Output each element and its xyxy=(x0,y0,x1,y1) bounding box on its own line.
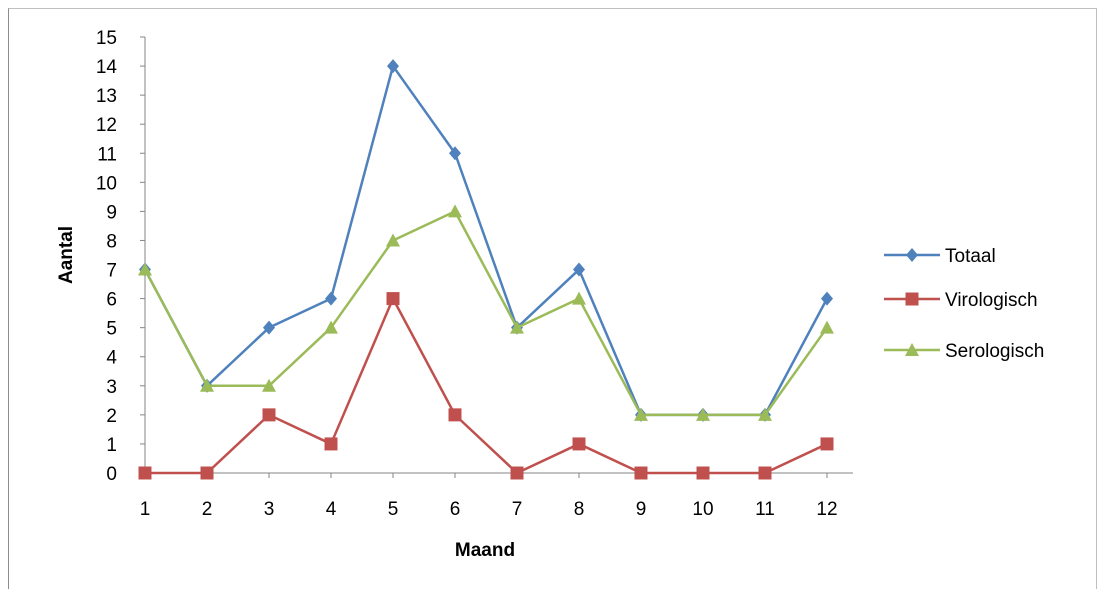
legend-label: Serologisch xyxy=(945,341,1044,362)
data-point-serologisch xyxy=(200,378,214,392)
x-tick-label: 12 xyxy=(816,499,837,520)
legend-marker xyxy=(906,248,918,262)
data-point-virologisch xyxy=(758,466,772,480)
data-point-virologisch xyxy=(696,466,710,480)
series-line-virologisch xyxy=(145,297,828,475)
data-point-virologisch xyxy=(262,408,276,422)
x-tick-label: 7 xyxy=(512,499,523,520)
x-tick-label: 8 xyxy=(574,499,585,520)
y-tick-label: 2 xyxy=(106,406,117,427)
legend: Totaal Virologisch Serologisch xyxy=(884,246,1044,362)
y-tick-label: 8 xyxy=(106,231,117,252)
data-point-serologisch xyxy=(262,378,276,392)
data-point-serologisch xyxy=(696,407,710,421)
data-point-serologisch xyxy=(386,233,400,247)
data-point-virologisch xyxy=(572,437,586,451)
y-tick-label: 15 xyxy=(96,28,117,49)
data-point-serologisch xyxy=(820,320,834,334)
y-tick-label: 5 xyxy=(106,319,117,340)
axes xyxy=(144,37,853,474)
series-line-serologisch xyxy=(143,210,829,417)
x-tick-label: 2 xyxy=(202,499,213,520)
y-tick-label: 14 xyxy=(96,57,118,78)
legend-marker xyxy=(905,343,919,356)
data-point-totaal xyxy=(263,320,275,335)
data-point-serologisch xyxy=(510,320,524,334)
y-tick-label: 4 xyxy=(106,348,117,369)
data-point-virologisch xyxy=(634,466,648,480)
data-point-virologisch xyxy=(820,437,834,451)
legend-marker xyxy=(905,292,919,306)
data-point-totaal xyxy=(821,291,833,306)
data-point-totaal xyxy=(325,291,337,306)
data-point-virologisch xyxy=(138,466,152,480)
y-tick-label: 12 xyxy=(96,115,117,136)
x-tick-label: 9 xyxy=(636,499,647,520)
data-point-totaal xyxy=(449,146,461,161)
x-axis-title: Maand xyxy=(455,540,515,561)
y-tick-label: 7 xyxy=(106,261,117,282)
y-tick-label: 11 xyxy=(97,144,117,165)
data-point-serologisch xyxy=(572,291,586,305)
series-layer xyxy=(138,59,834,480)
data-point-virologisch xyxy=(510,466,524,480)
data-point-virologisch xyxy=(448,408,462,422)
x-tick-label: 1 xyxy=(140,499,151,520)
y-tick-label: 1 xyxy=(106,435,117,456)
series-serologisch xyxy=(138,204,834,421)
y-tick-label: 3 xyxy=(106,377,117,398)
y-tick-label: 10 xyxy=(96,173,117,194)
data-point-virologisch xyxy=(386,292,400,306)
data-point-serologisch xyxy=(758,407,772,421)
x-tick-label: 10 xyxy=(692,499,713,520)
y-axis-title: Aantal xyxy=(56,226,77,284)
x-tick-label: 3 xyxy=(264,499,275,520)
y-tick-label: 6 xyxy=(106,290,117,311)
legend-label: Totaal xyxy=(945,246,996,267)
data-point-serologisch xyxy=(324,320,338,334)
legend-item-virologisch: Virologisch xyxy=(884,290,1038,311)
x-axis-ticks: 1 2 3 4 5 6 7 8 9 10 11 12 xyxy=(140,473,838,520)
x-tick-label: 5 xyxy=(388,499,399,520)
y-tick-label: 0 xyxy=(106,464,117,485)
x-tick-label: 4 xyxy=(326,499,337,520)
data-point-serologisch xyxy=(138,262,152,276)
data-point-virologisch xyxy=(324,437,338,451)
data-point-serologisch xyxy=(634,407,648,421)
series-line-totaal xyxy=(143,64,829,417)
x-tick-label: 11 xyxy=(755,499,775,520)
data-point-totaal xyxy=(573,262,585,277)
data-point-virologisch xyxy=(200,466,214,480)
series-virologisch xyxy=(138,292,834,480)
legend-label: Virologisch xyxy=(945,290,1038,311)
y-tick-label: 13 xyxy=(96,86,117,107)
series-totaal xyxy=(139,59,833,422)
x-tick-label: 6 xyxy=(450,499,461,520)
legend-item-serologisch: Serologisch xyxy=(884,341,1044,362)
data-point-totaal xyxy=(387,59,399,74)
legend-item-totaal: Totaal xyxy=(884,246,996,267)
data-point-serologisch xyxy=(448,204,462,218)
y-tick-label: 9 xyxy=(106,202,117,223)
